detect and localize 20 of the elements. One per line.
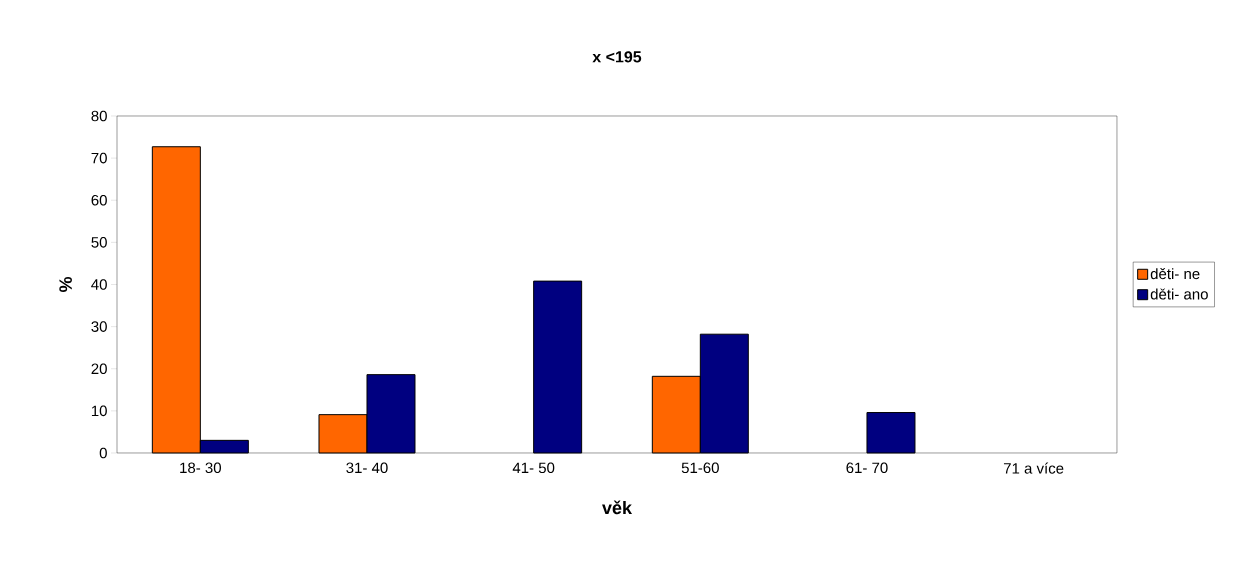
y-axis-title: % <box>59 276 72 293</box>
chart-title: x <195 <box>592 51 642 63</box>
x-tick-label: 31- 40 <box>346 462 388 474</box>
y-tick-label: 40 <box>91 279 107 290</box>
y-tick-label: 30 <box>91 321 107 332</box>
y-tick-label: 20 <box>91 363 107 375</box>
y-tick-label: 0 <box>99 447 107 459</box>
y-tick-label: 70 <box>91 152 107 164</box>
x-tick-label: 61- 70 <box>846 462 888 474</box>
x-tick-label: 18- 30 <box>180 462 221 474</box>
y-tick-label: 10 <box>91 405 107 417</box>
y-tick-label: 60 <box>91 194 107 206</box>
legend-label: děti- ano <box>1150 288 1208 300</box>
y-tick-label: 80 <box>91 110 107 122</box>
x-tick-label: 41- 50 <box>512 462 555 474</box>
x-tick-label: 71 a více <box>1003 462 1064 474</box>
legend-label: děti- ne <box>1150 268 1200 280</box>
x-axis-title: věk <box>602 500 633 515</box>
x-tick-label: 51-60 <box>681 462 719 474</box>
y-tick-label: 50 <box>91 237 107 248</box>
